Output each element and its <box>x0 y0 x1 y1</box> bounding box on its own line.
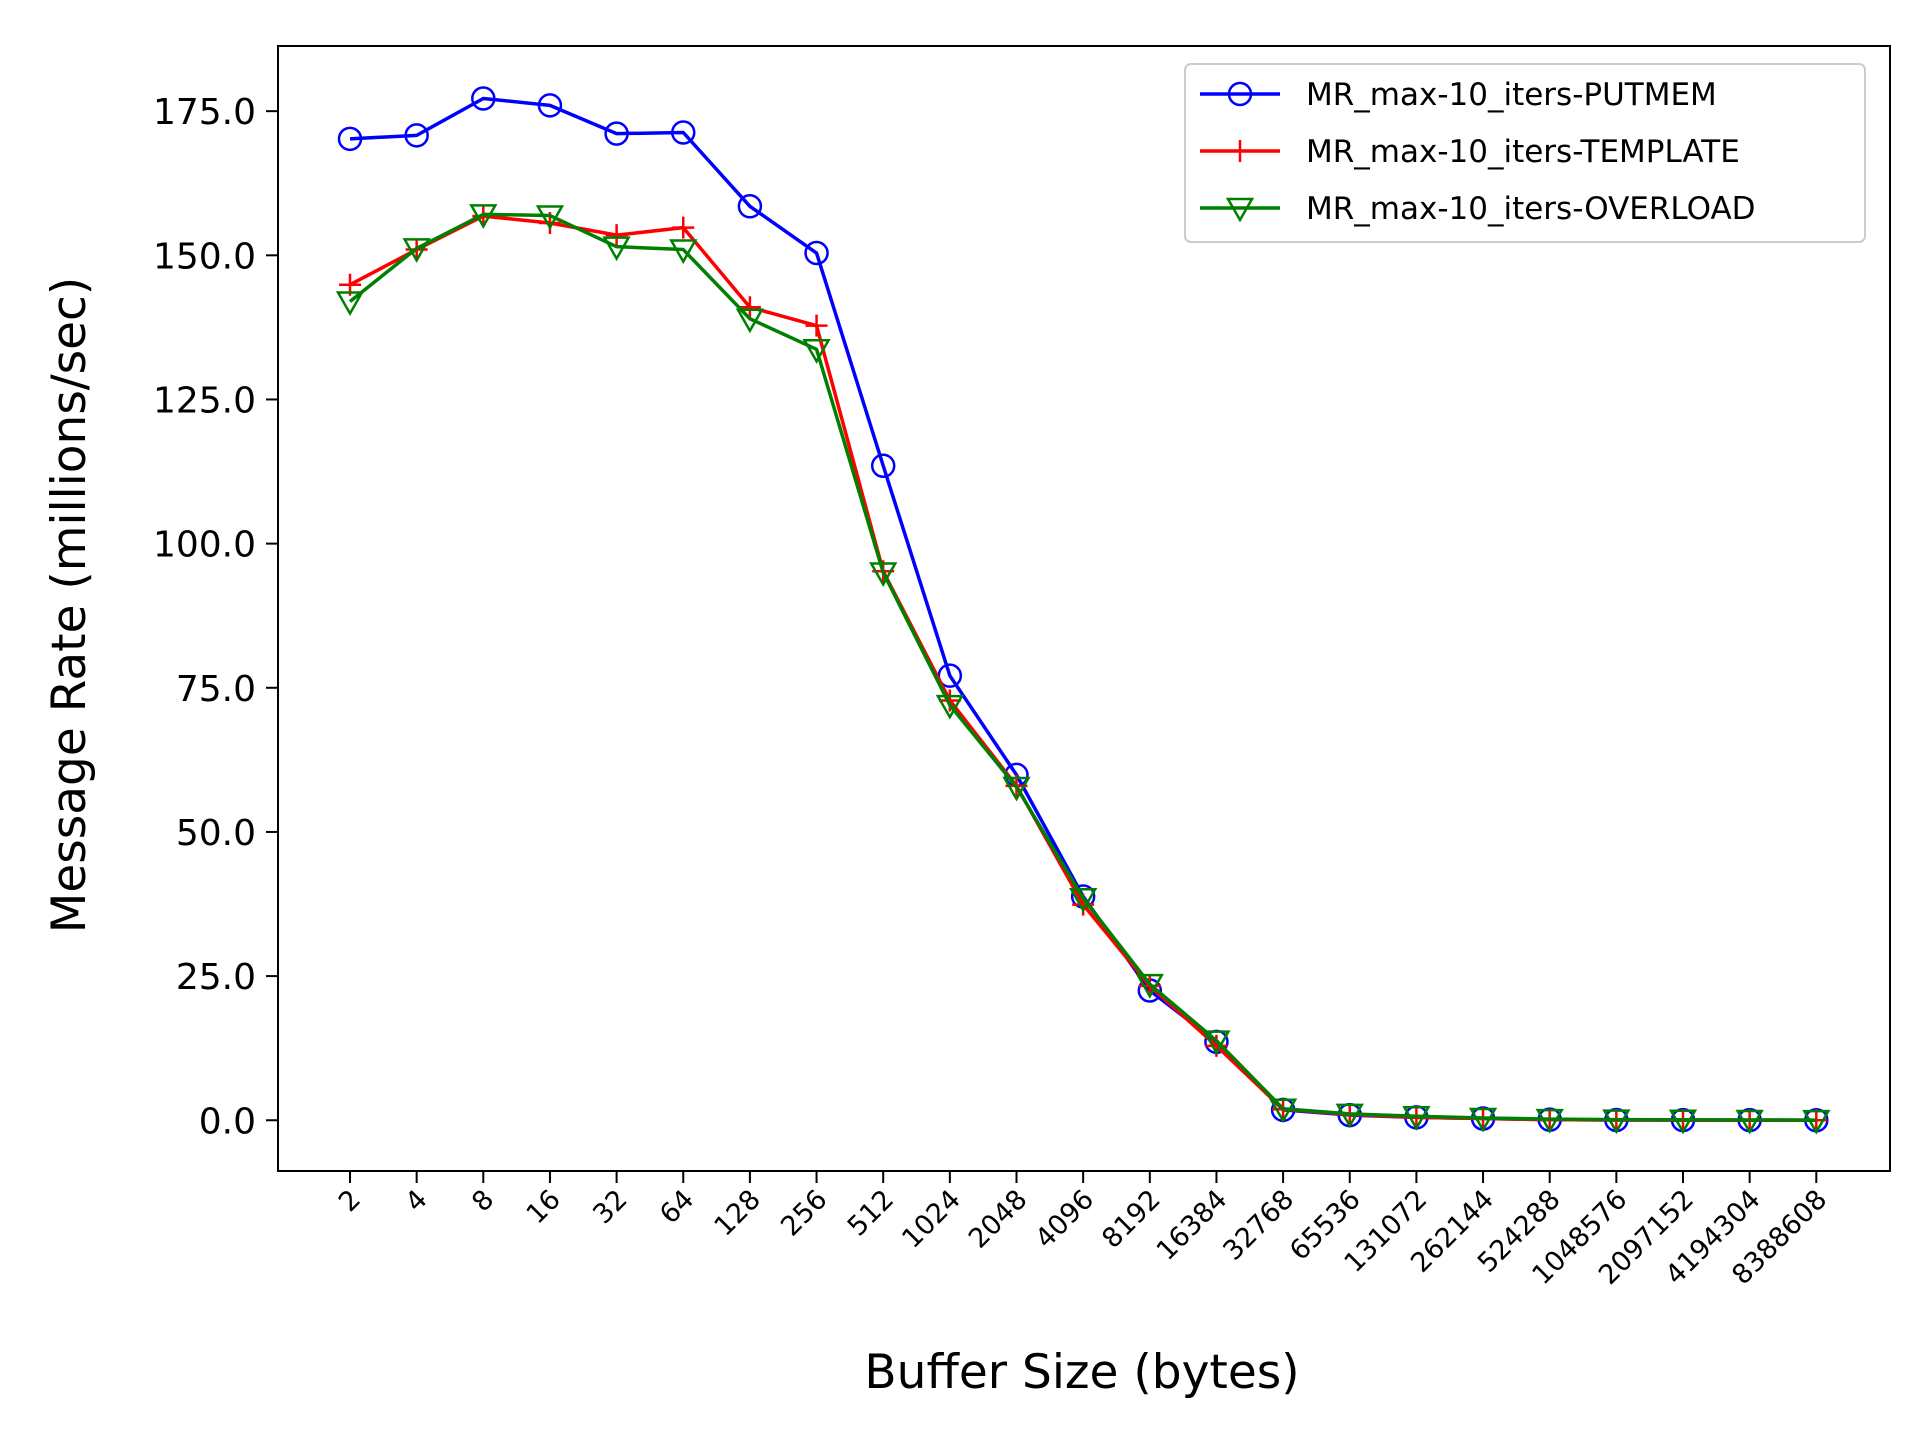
data-point <box>672 216 695 239</box>
data-point <box>1802 1109 1831 1135</box>
y-tick-label: 150.0 <box>153 236 256 277</box>
data-point <box>804 240 829 266</box>
y-tick-label: 175.0 <box>153 92 256 133</box>
legend-item: MR_max-10_iters-PUTMEM <box>1200 77 1717 113</box>
data-point <box>1002 776 1031 802</box>
legend-marker <box>1229 140 1251 162</box>
x-axis-label: Buffer Size (bytes) <box>864 1345 1299 1400</box>
data-point <box>735 308 765 334</box>
data-point <box>869 562 898 587</box>
data-point <box>1402 1105 1431 1131</box>
data-point <box>1135 973 1164 999</box>
data-point <box>1668 1109 1698 1135</box>
data-point <box>335 291 365 316</box>
data-point <box>1535 1108 1564 1134</box>
data-point <box>1602 1109 1631 1135</box>
series-line <box>348 212 1817 1122</box>
data-point <box>805 314 828 337</box>
data-point <box>469 204 498 229</box>
data-point <box>802 339 831 364</box>
data-point <box>605 224 628 247</box>
data-point <box>669 239 698 265</box>
data-point <box>337 126 363 152</box>
data-point <box>602 236 631 262</box>
data-point <box>535 205 565 231</box>
y-tick-label: 25.0 <box>176 957 256 998</box>
data-point <box>738 296 761 319</box>
legend-marker <box>1227 81 1253 107</box>
data-point <box>935 694 965 720</box>
y-axis-ticks: 0.0 25.0 50.0 75.0 100.0 125.0 150.0 175.0 <box>153 92 278 1142</box>
data-point <box>671 120 696 145</box>
data-point <box>402 238 431 263</box>
legend-label: MR_max-10_iters-OVERLOAD <box>1306 191 1756 227</box>
y-tick-label: 75.0 <box>176 669 256 710</box>
data-point <box>870 453 896 479</box>
legend-box <box>1184 63 1866 243</box>
legend-item: MR_max-10_iters-TEMPLATE <box>1200 134 1740 170</box>
data-point <box>1068 888 1098 913</box>
plot-frame <box>277 45 1891 1172</box>
series-group <box>335 86 1831 1135</box>
data-point <box>604 121 629 146</box>
y-axis-label: Message Rate (millions/sec) <box>42 277 97 933</box>
y-tick-label: 100.0 <box>153 525 256 566</box>
data-point <box>537 93 563 118</box>
y-tick-label: 125.0 <box>153 380 256 421</box>
data-point <box>1268 1098 1298 1124</box>
legend: MR_max-10_iters-PUTMEM MR_max-10_iters-TE… <box>1184 63 1866 243</box>
data-point <box>737 194 763 219</box>
legend-label: MR_max-10_iters-PUTMEM <box>1306 77 1717 113</box>
data-point <box>1468 1107 1498 1133</box>
data-point <box>471 86 496 111</box>
legend-label: MR_max-10_iters-TEMPLATE <box>1306 134 1740 170</box>
data-point <box>1735 1109 1764 1135</box>
data-point <box>1202 1030 1231 1056</box>
data-point <box>404 123 429 148</box>
data-point <box>1335 1103 1364 1129</box>
y-tick-label: 50.0 <box>176 813 256 854</box>
series-3 <box>335 204 1831 1135</box>
legend-marker <box>1225 197 1255 223</box>
legend-item: MR_max-10_iters-OVERLOAD <box>1200 191 1756 227</box>
y-tick-label: 0.0 <box>199 1101 256 1142</box>
